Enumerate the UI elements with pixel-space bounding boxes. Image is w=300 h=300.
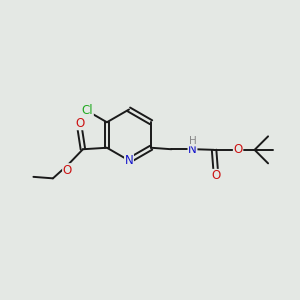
Text: Cl: Cl (82, 104, 93, 118)
Text: N: N (124, 154, 134, 167)
Text: H: H (189, 136, 197, 146)
Text: O: O (233, 143, 243, 156)
Text: O: O (63, 164, 72, 177)
Text: O: O (211, 169, 220, 182)
Text: N: N (188, 143, 197, 156)
Text: O: O (75, 117, 85, 130)
